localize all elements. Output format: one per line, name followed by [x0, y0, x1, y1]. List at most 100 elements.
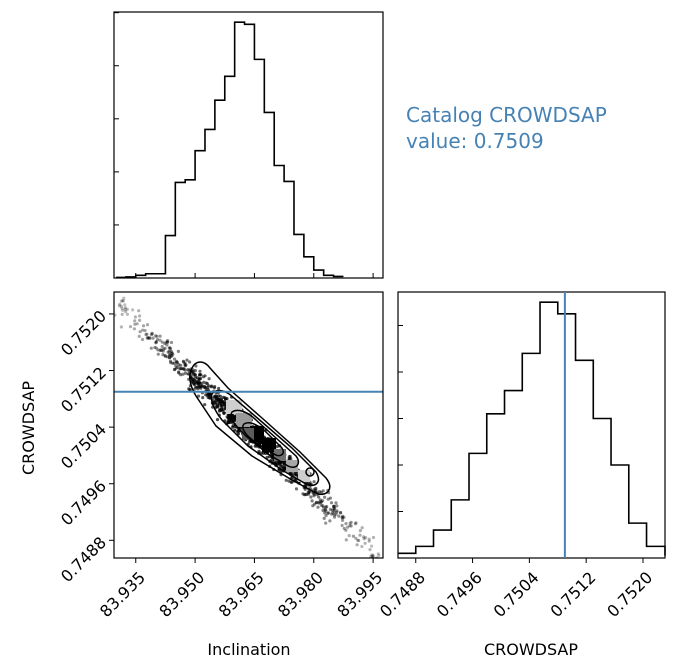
scatter-point — [370, 554, 374, 558]
inclination-histogram-x-ticks — [135, 273, 374, 278]
scatter-point — [195, 385, 199, 389]
scatter-point — [206, 395, 210, 400]
scatter-point — [354, 521, 358, 525]
scatter-point — [202, 380, 206, 384]
scatter-point — [141, 324, 146, 328]
scatter-point — [192, 382, 196, 386]
scatter-point — [329, 501, 334, 505]
scatter-point — [351, 534, 355, 538]
scatter-point — [179, 366, 183, 371]
scatter-point — [341, 514, 345, 518]
y-tick-label: 0.7512 — [57, 363, 110, 416]
scatter-point — [358, 529, 362, 533]
scatter-point — [133, 319, 137, 323]
x-tick-label: 0.7520 — [603, 568, 656, 621]
scatter-point — [133, 322, 137, 326]
scatter-point — [171, 352, 175, 356]
scatter-point — [196, 394, 201, 398]
scatter-point — [280, 464, 284, 468]
joint-panel: 83.935 83.950 83.965 83.980 83.995 0.74880.7… — [19, 291, 386, 659]
scatter-point — [356, 538, 360, 542]
scatter-point — [199, 373, 203, 377]
scatter-point — [217, 409, 221, 413]
scatter-point — [362, 535, 366, 539]
x-tick-label: 0.7504 — [490, 568, 543, 621]
scatter-point — [332, 510, 336, 514]
scatter-point — [198, 385, 202, 389]
scatter-point — [332, 508, 336, 512]
scatter-point — [186, 372, 190, 376]
scatter-point — [319, 500, 323, 504]
scatter-point — [332, 504, 336, 508]
scatter-point — [323, 508, 327, 512]
scatter-point — [324, 514, 328, 518]
scatter-point — [121, 299, 125, 303]
scatter-point — [122, 296, 126, 300]
scatter-point — [347, 534, 351, 538]
x-tick-label: 0.7488 — [376, 568, 429, 621]
scatter-point — [353, 522, 357, 526]
scatter-point — [154, 340, 158, 344]
scatter-point — [137, 334, 141, 338]
scatter-point — [367, 537, 371, 541]
scatter-point — [312, 494, 316, 498]
scatter-point — [164, 340, 168, 344]
scatter-point — [161, 353, 165, 357]
scatter-point — [170, 351, 174, 355]
scatter-point — [188, 360, 192, 364]
scatter-point — [179, 373, 183, 377]
scatter-point — [335, 510, 339, 514]
scatter-point — [206, 392, 210, 396]
scatter-point — [364, 536, 368, 540]
scatter-point — [306, 492, 311, 496]
scatter-point — [119, 299, 123, 303]
crowdsap-histogram-panel: 0.7488 0.7496 0.7504 0.7512 0.7520 CROWDSAP — [376, 291, 666, 659]
scatter-point — [163, 353, 167, 358]
contour-peak — [305, 467, 315, 477]
scatter-point — [332, 504, 336, 508]
scatter-point — [346, 525, 350, 529]
scatter-point — [341, 518, 345, 522]
scatter-point — [342, 526, 346, 531]
scatter-point — [323, 511, 327, 515]
scatter-point — [302, 493, 307, 497]
scatter-point — [197, 377, 201, 382]
scatter-point — [114, 313, 117, 317]
annotation-line-1: Catalog CROWDSAP — [406, 103, 607, 127]
scatter-point — [183, 364, 187, 368]
scatter-point — [217, 398, 221, 402]
scatter-point — [321, 499, 325, 503]
scatter-point — [135, 322, 139, 326]
scatter-point — [170, 354, 174, 358]
scatter-point — [368, 548, 372, 552]
scatter-point — [348, 521, 352, 526]
scatter-point — [169, 354, 173, 358]
scatter-point — [227, 419, 231, 423]
scatter-point — [195, 381, 199, 385]
scatter-point — [144, 332, 148, 337]
scatter-point — [121, 299, 125, 303]
scatter-point — [143, 328, 147, 333]
scatter-point — [367, 539, 371, 543]
scatter-point — [371, 535, 376, 540]
scatter-point — [123, 306, 127, 310]
scatter-point — [166, 340, 170, 344]
scatter-point — [168, 353, 172, 357]
joint-x-axis-label: Inclination — [207, 640, 290, 659]
scatter-point — [150, 331, 154, 335]
scatter-point — [162, 347, 166, 351]
scatter-point — [145, 332, 149, 336]
scatter-point — [167, 356, 171, 360]
crowdsap-histogram-y-ticks — [398, 324, 403, 512]
inclination-histogram-steps — [115, 21, 344, 279]
scatter-point — [340, 523, 344, 528]
scatter-point — [324, 509, 328, 513]
scatter-point — [284, 478, 288, 482]
scatter-point — [185, 358, 189, 362]
scatter-point — [138, 318, 142, 322]
contour-core — [242, 422, 285, 457]
scatter-point — [313, 502, 317, 506]
scatter-point — [215, 405, 219, 409]
scatter-point — [370, 553, 374, 557]
